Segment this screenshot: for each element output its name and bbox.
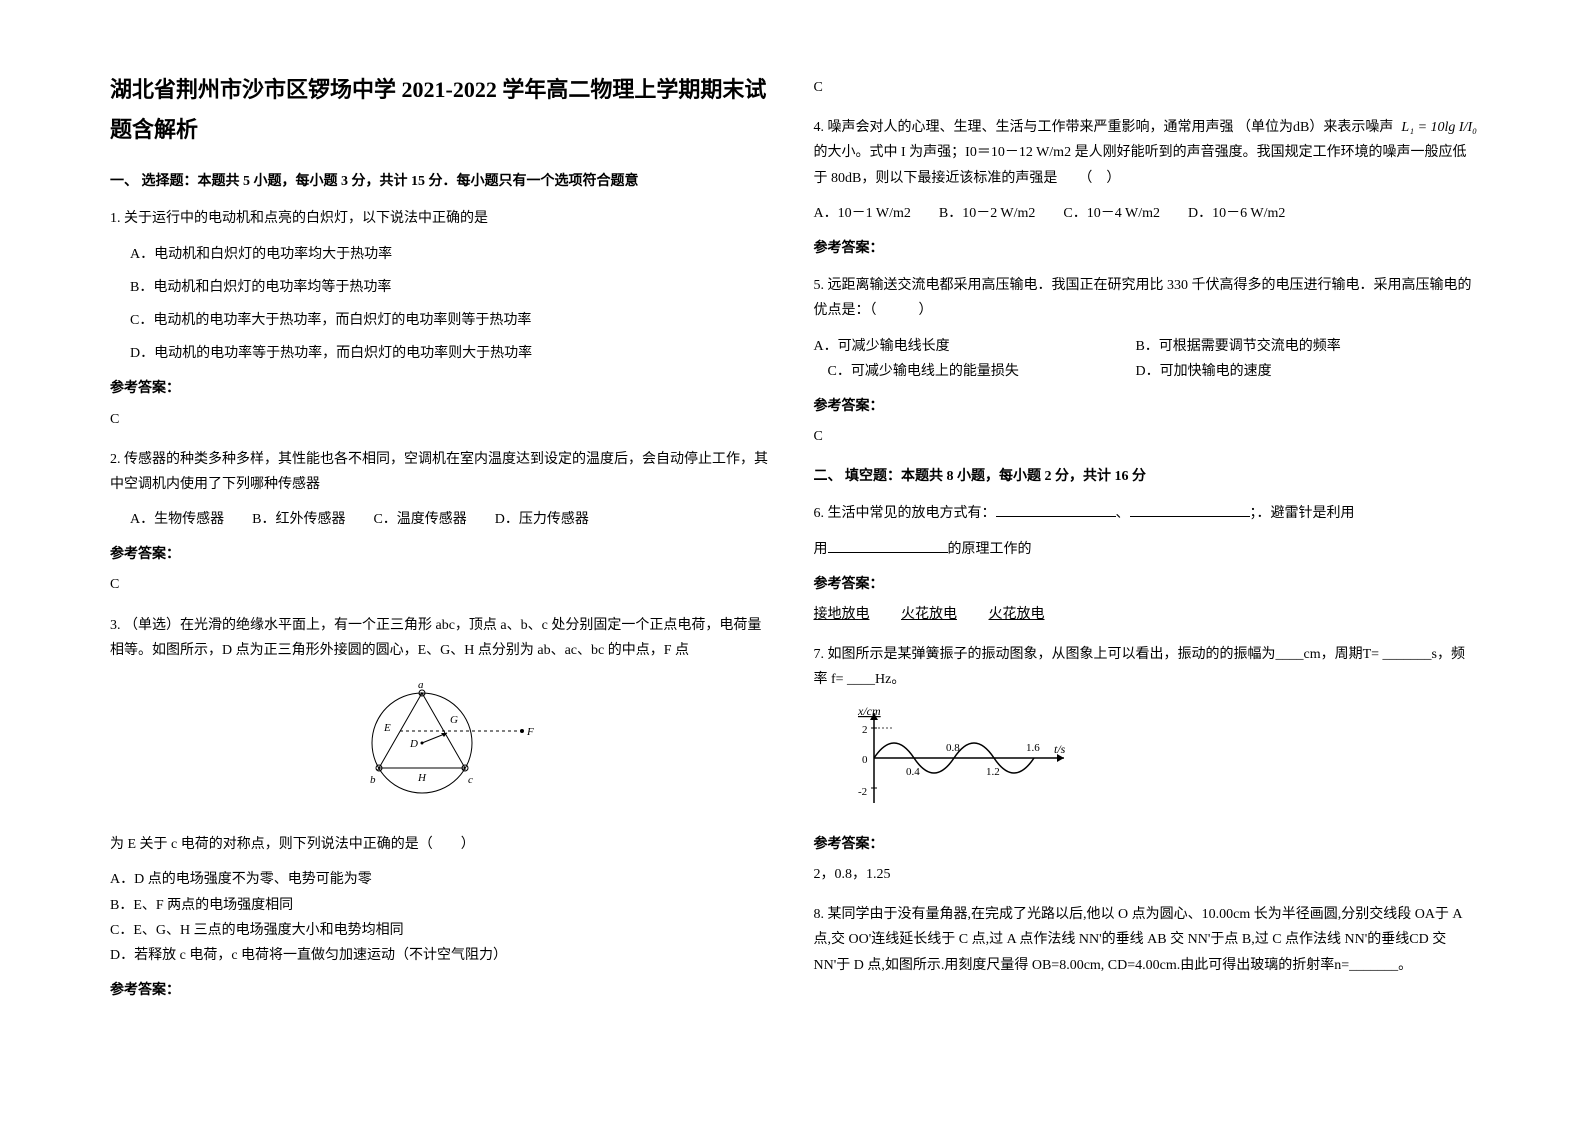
svg-text:x/cm: x/cm — [857, 704, 881, 718]
q1-option-d: D．电动机的电功率等于热功率，而白炽灯的电功率则大于热功率 — [130, 341, 774, 366]
svg-text:D: D — [409, 738, 418, 750]
q5-option-c: C．可减少输电线上的能量损失 — [814, 359, 1132, 384]
q5-option-a: A．可减少输电线长度 — [814, 334, 1132, 359]
q1-answer-label: 参考答案： — [110, 376, 774, 401]
svg-text:H: H — [417, 772, 427, 784]
question-5: 5. 远距离输送交流电都采用高压输电．我国正在研究用比 330 千伏高得多的电压… — [814, 273, 1478, 449]
q4-text: L₁ = 10lg I/I₀ 4. 噪声会对人的心理、生理、生活与工作带来严重影… — [814, 115, 1478, 191]
q3-answer-label: 参考答案： — [110, 978, 774, 1003]
q5-answer-label: 参考答案： — [814, 394, 1478, 419]
blank-2 — [1130, 503, 1250, 517]
q6-ans2: 火花放电 — [901, 607, 957, 622]
svg-text:c: c — [468, 774, 473, 786]
q3-answer: C — [814, 75, 1478, 100]
blank-1 — [996, 503, 1116, 517]
question-7: 7. 如图所示是某弹簧振子的振动图象，从图象上可以看出，振动的的振幅为____c… — [814, 642, 1478, 887]
question-6: 6. 生活中常见的放电方式有： 、 ；．避雷针是利用 用的原理工作的 参考答案： 接… — [814, 501, 1478, 627]
q5-option-d: D．可加快输电的速度 — [1135, 359, 1400, 384]
q1-answer: C — [110, 407, 774, 432]
q2-text: 2. 传感器的种类多种多样，其性能也各不相同，空调机在室内温度达到设定的温度后，… — [110, 447, 774, 497]
svg-text:1.6: 1.6 — [1026, 742, 1040, 754]
q6-text: 6. 生活中常见的放电方式有： 、 ；．避雷针是利用 — [814, 501, 1478, 526]
q3-after-diagram: 为 E 关于 c 电荷的对称点，则下列说法中正确的是（ ） — [110, 832, 774, 857]
q5-options-row2: C．可减少输电线上的能量损失 D．可加快输电的速度 — [814, 359, 1478, 384]
q1-text: 1. 关于运行中的电动机和点亮的白炽灯，以下说法中正确的是 — [110, 206, 774, 231]
svg-text:F: F — [526, 726, 534, 738]
q3-option-c: C．E、G、H 三点的电场强度大小和电势均相同 — [110, 918, 774, 943]
q6-answers: 接地放电 火花放电 火花放电 — [814, 602, 1478, 627]
section1-header: 一、 选择题：本题共 5 小题，每小题 3 分，共计 15 分．每小题只有一个选… — [110, 169, 774, 194]
q5-text: 5. 远距离输送交流电都采用高压输电．我国正在研究用比 330 千伏高得多的电压… — [814, 273, 1478, 323]
q6-ans3: 火花放电 — [989, 607, 1045, 622]
q7-answer: 2，0.8，1.25 — [814, 862, 1478, 887]
question-2: 2. 传感器的种类多种多样，其性能也各不相同，空调机在室内温度达到设定的温度后，… — [110, 447, 774, 598]
oscillation-chart: x/cm t/s 2 0 -2 0.4 0.8 1.2 1.6 — [844, 703, 1478, 822]
svg-text:+: + — [462, 765, 467, 774]
q6-line2: 用的原理工作的 — [814, 537, 1478, 562]
q4-text-before: 4. 噪声会对人的心理、生理、生活与工作带来严重影响，通常用声强 — [814, 120, 1234, 135]
q8-text: 8. 某同学由于没有量角器,在完成了光路以后,他以 O 点为圆心、10.00cm… — [814, 902, 1478, 978]
question-4: L₁ = 10lg I/I₀ 4. 噪声会对人的心理、生理、生活与工作带来严重影… — [814, 115, 1478, 261]
q2-answer-label: 参考答案： — [110, 542, 774, 567]
svg-text:0.4: 0.4 — [906, 766, 920, 778]
q7-answer-label: 参考答案： — [814, 832, 1478, 857]
q2-answer: C — [110, 572, 774, 597]
q1-option-b: B．电动机和白炽灯的电功率均等于热功率 — [130, 275, 774, 300]
q3-option-b: B．E、F 两点的电场强度相同 — [110, 893, 774, 918]
blank-3 — [828, 539, 948, 553]
svg-text:t/s: t/s — [1054, 742, 1066, 756]
svg-text:G: G — [450, 714, 458, 726]
q3-text: 3. （单选）在光滑的绝缘水平面上，有一个正三角形 abc，顶点 a、b、c 处… — [110, 613, 774, 663]
svg-text:2: 2 — [862, 724, 868, 736]
svg-text:b: b — [370, 774, 376, 786]
question-8: 8. 某同学由于没有量角器,在完成了光路以后,他以 O 点为圆心、10.00cm… — [814, 902, 1478, 978]
q6-end: 的原理工作的 — [948, 542, 1032, 557]
q3-option-a: A．D 点的电场强度不为零、电势可能为零 — [110, 867, 774, 892]
q5-answer: C — [814, 424, 1478, 449]
svg-text:1.2: 1.2 — [986, 766, 1000, 778]
q4-answer-label: 参考答案： — [814, 236, 1478, 261]
q5-option-b: B．可根据需要调节交流电的频率 — [1135, 334, 1453, 359]
q6-before: 6. 生活中常见的放电方式有： — [814, 506, 996, 521]
triangle-diagram: D a + b + c + E G H — [110, 673, 774, 822]
svg-text:+: + — [376, 765, 381, 774]
svg-text:+: + — [419, 690, 424, 699]
q6-ans1: 接地放电 — [814, 607, 870, 622]
q3-option-d: D．若释放 c 电荷，c 电荷将一直做匀加速运动（不计空气阻力） — [110, 943, 774, 968]
svg-text:-2: -2 — [858, 786, 867, 798]
svg-text:E: E — [383, 722, 391, 734]
q6-answer-label: 参考答案： — [814, 572, 1478, 597]
q7-text: 7. 如图所示是某弹簧振子的振动图象，从图象上可以看出，振动的的振幅为____c… — [814, 642, 1478, 692]
q1-option-c: C．电动机的电功率大于热功率，而白炽灯的电功率则等于热功率 — [130, 308, 774, 333]
svg-text:0: 0 — [862, 754, 868, 766]
q4-formula: L₁ = 10lg I/I₀ — [1401, 115, 1477, 140]
page-title: 湖北省荆州市沙市区锣场中学 2021-2022 学年高二物理上学期期末试题含解析 — [110, 70, 774, 149]
q5-options-row1: A．可减少输电线长度 B．可根据需要调节交流电的频率 — [814, 334, 1478, 359]
question-3: 3. （单选）在光滑的绝缘水平面上，有一个正三角形 abc，顶点 a、b、c 处… — [110, 613, 774, 1004]
q6-mid: 、 — [1116, 506, 1130, 521]
question-1: 1. 关于运行中的电动机和点亮的白炽灯，以下说法中正确的是 A．电动机和白炽灯的… — [110, 206, 774, 431]
q6-after: ；．避雷针是利用 — [1250, 506, 1355, 521]
q4-options: A．10－1 W/m2 B．10－2 W/m2 C．10－4 W/m2 D．10… — [814, 201, 1478, 226]
q1-option-a: A．电动机和白炽灯的电功率均大于热功率 — [130, 242, 774, 267]
section2-header: 二、 填空题：本题共 8 小题，每小题 2 分，共计 16 分 — [814, 464, 1478, 489]
q2-options: A．生物传感器 B．红外传感器 C．温度传感器 D．压力传感器 — [130, 507, 774, 532]
